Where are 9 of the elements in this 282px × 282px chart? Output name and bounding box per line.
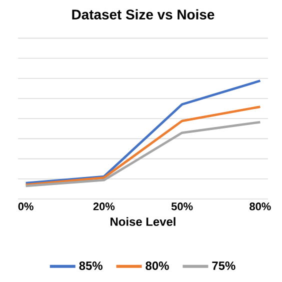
x-tick-label: 80% — [250, 202, 271, 210]
legend-label: 75% — [212, 262, 236, 270]
x-tick-label: 0% — [18, 202, 34, 210]
x-tick-label: 50% — [171, 202, 193, 210]
legend-label: 85% — [79, 262, 102, 270]
legend-label: 80% — [146, 262, 169, 270]
chart-title: Dataset Size vs Noise — [72, 9, 214, 20]
x-tick-label: 20% — [93, 202, 115, 210]
x-axis-title: Noise Level — [110, 217, 176, 226]
